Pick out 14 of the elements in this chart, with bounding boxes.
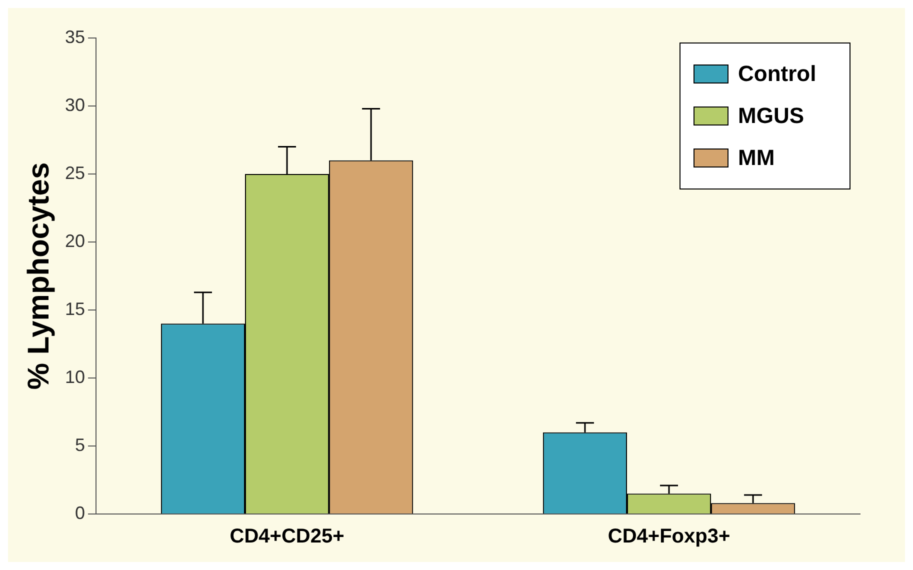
y-tick-label: 5 — [75, 434, 86, 455]
y-tick-label: 25 — [64, 162, 86, 183]
legend-label: MGUS — [738, 103, 804, 128]
legend-label: Control — [738, 61, 816, 86]
y-axis-title: % Lymphocytes — [22, 162, 56, 390]
y-tick-label: 10 — [64, 366, 86, 387]
y-tick-label: 0 — [75, 502, 86, 523]
y-tick-label: 30 — [64, 94, 86, 115]
x-tick-label: CD4+Foxp3+ — [608, 526, 730, 548]
y-tick-label: 35 — [64, 26, 86, 47]
y-tick-label: 20 — [64, 230, 86, 251]
x-tick-label: CD4+CD25+ — [230, 526, 344, 548]
legend-label: MM — [738, 145, 775, 170]
y-tick-label: 15 — [64, 298, 86, 319]
